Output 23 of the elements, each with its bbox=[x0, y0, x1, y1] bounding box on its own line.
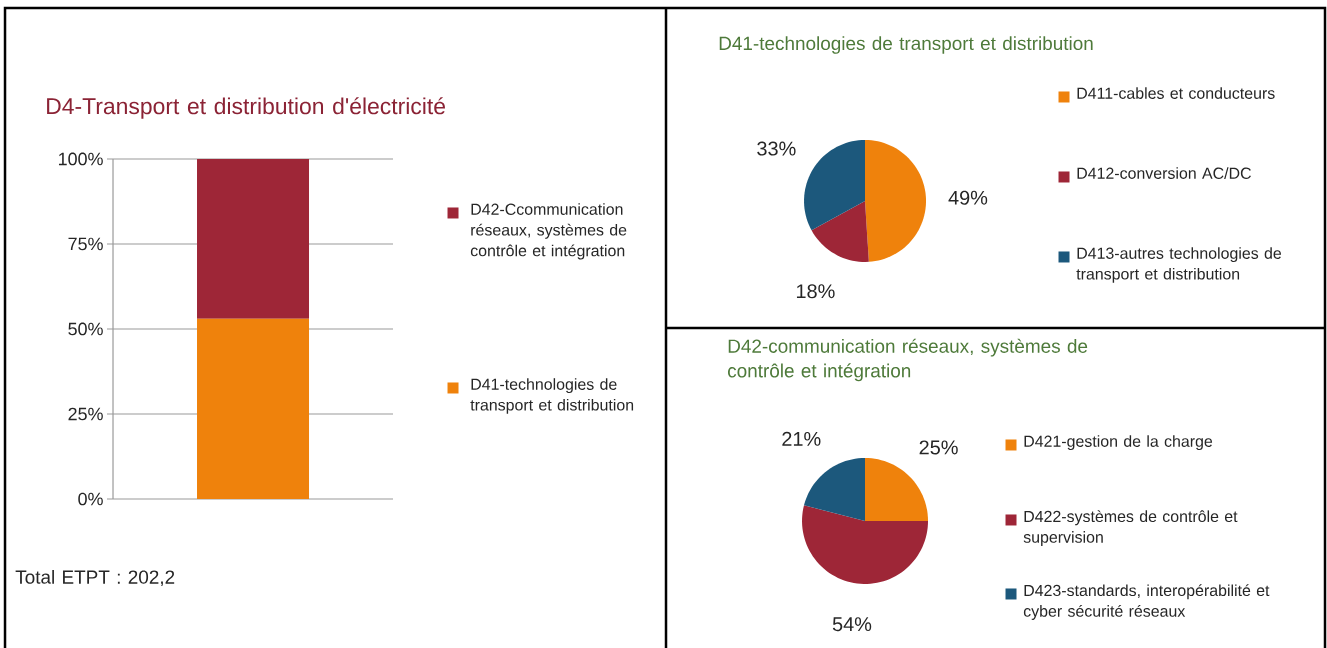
legend-label: D423-standards, interopérabilité et cyber sécurité réseaux bbox=[1023, 584, 1270, 620]
y-tick-label: 25% bbox=[68, 407, 103, 421]
data-label: 33% bbox=[757, 141, 796, 156]
legend-label: D422-systèmes de contrôle et supervision bbox=[1023, 510, 1238, 546]
y-tick-label: 75% bbox=[68, 237, 103, 251]
legend-label: D413-autres technologies de transport et distribution bbox=[1076, 247, 1282, 283]
legend-label: D411-cables et conducteurs bbox=[1077, 87, 1275, 99]
y-tick-label: 0% bbox=[78, 492, 103, 506]
y-tick-label: 100% bbox=[58, 152, 103, 166]
data-label: 25% bbox=[919, 440, 958, 455]
text: Total ETPT : 202,2 bbox=[15, 569, 175, 587]
chart-title: D4-Transport et distribution d'électricité bbox=[47, 97, 445, 119]
data-label: 21% bbox=[782, 431, 821, 446]
data-label: 49% bbox=[948, 190, 988, 205]
chart-title: D41-technologies de transport et distribution bbox=[719, 36, 1093, 54]
y-tick-label: 50% bbox=[68, 322, 103, 336]
legend-label: D421-gestion de la charge bbox=[1024, 435, 1213, 451]
data-label: 18% bbox=[796, 284, 835, 299]
legend-label: D412-conversion AC/DC bbox=[1077, 167, 1251, 179]
data-label: 54% bbox=[832, 617, 872, 632]
legend-label: D42-Ccommunication réseaux, systèmes de contrôle et intégration bbox=[470, 203, 627, 260]
chart-title: D42-communication réseaux, systèmes de contrôle et intégration bbox=[728, 338, 1088, 382]
legend-label: D41-technologies de transport et distribution bbox=[470, 378, 634, 414]
